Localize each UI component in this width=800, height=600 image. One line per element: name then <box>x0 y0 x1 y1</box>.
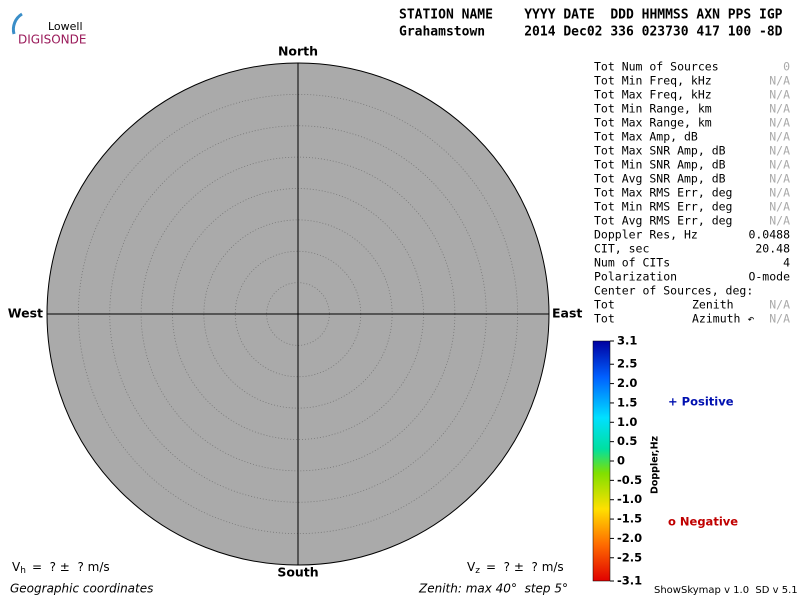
stat-middle: Zenith <box>692 298 734 312</box>
version-note: ShowSkymap v 1.0 SD v 5.1 <box>654 585 798 596</box>
stat-value: N/A <box>769 74 790 88</box>
stat-value: 20.48 <box>755 242 790 256</box>
colorbar-tick-label: 2.0 <box>617 376 637 390</box>
stat-value: 0 <box>783 60 790 74</box>
vh-value: = ? ± ? m/s <box>32 560 110 574</box>
stat-label: Tot Num of Sources <box>594 60 719 74</box>
stat-label: Polarization <box>594 270 677 284</box>
header-labels: STATION NAME YYYY DATE DDD HHMMSS AXN PP… <box>399 8 783 23</box>
colorbar-tick-label: 3.1 <box>617 334 637 348</box>
stat-label: Num of CITs <box>594 256 670 270</box>
stat-label: Tot Max Freq, kHz <box>594 88 712 102</box>
stat-label: Tot Min SNR Amp, dB <box>594 158 726 172</box>
stat-value: N/A <box>769 172 790 186</box>
vz-text: Vz = ? ± ? m/s <box>467 560 564 576</box>
stat-value: N/A <box>769 102 790 116</box>
stat-label: Tot Max Range, km <box>594 116 712 130</box>
header-values: Grahamstown 2014 Dec02 336 023730 417 10… <box>399 25 783 40</box>
stat-label: Tot Min Freq, kHz <box>594 74 712 88</box>
logo-arc <box>11 12 23 35</box>
stat-value: N/A <box>769 186 790 200</box>
north-label: North <box>278 44 318 59</box>
stat-value: N/A <box>769 130 790 144</box>
colorbar <box>592 340 611 582</box>
stat-label: Tot <box>594 298 615 312</box>
colorbar-ticks: 3.1 2.5 2.0 1.5 1.0 0.5 0 -0.5 -1.0 -1.5 -2.0 -2.5 -… <box>610 334 642 588</box>
colorbar-tick-label: -0.5 <box>617 473 642 487</box>
colorbar-tick-label: -1.0 <box>617 492 642 506</box>
stats-table: Tot Num of Sources 0 Tot Min Freq, kHz N/A T… <box>594 60 790 326</box>
stat-label: CIT, sec <box>594 242 649 256</box>
vh-sub: h <box>20 566 26 576</box>
logo: Lowell DIGISONDE <box>11 12 86 47</box>
stat-label: Doppler Res, Hz <box>594 228 698 242</box>
stat-value: N/A <box>769 144 790 158</box>
stat-label: Tot Max SNR Amp, dB <box>594 144 726 158</box>
stat-label: Tot Min RMS Err, deg <box>594 200 732 214</box>
stat-label: Tot Min Range, km <box>594 102 712 116</box>
stat-value: N/A <box>769 312 790 326</box>
colorbar-title: Doppler,Hz <box>650 435 661 494</box>
stat-value: N/A <box>769 158 790 172</box>
stat-value: N/A <box>769 88 790 102</box>
colorbar-tick-label: 2.5 <box>617 357 637 371</box>
coords-note: Geographic coordinates <box>10 582 153 596</box>
stat-value: 4 <box>783 256 790 270</box>
stat-label: Tot <box>594 312 615 326</box>
stat-value: 0.0488 <box>748 228 790 242</box>
stat-value: N/A <box>769 116 790 130</box>
stat-label: Center of Sources, deg: <box>594 284 753 298</box>
legend-negative: o Negative <box>668 515 738 529</box>
legend-positive: + Positive <box>668 395 734 409</box>
logo-top: Lowell <box>48 20 83 33</box>
zenith-note: Zenith: max 40° step 5° <box>418 582 568 596</box>
vz-value: = ? ± ? m/s <box>486 560 564 574</box>
colorbar-tick-label: -1.5 <box>617 512 642 526</box>
west-label: West <box>8 306 43 321</box>
vh-symbol: V <box>12 560 21 574</box>
colorbar-tick-label: -2.0 <box>617 531 642 545</box>
east-label: East <box>552 306 582 321</box>
stat-label: Tot Avg RMS Err, deg <box>594 214 732 228</box>
stat-label: Tot Avg SNR Amp, dB <box>594 172 726 186</box>
stat-label: Tot Max Amp, dB <box>594 130 698 144</box>
colorbar-tick-label: -3.1 <box>617 574 642 588</box>
stat-value: N/A <box>769 298 790 312</box>
colorbar-tick-label: 0 <box>617 454 625 468</box>
colorbar-tick-label: 1.5 <box>617 395 637 409</box>
stat-middle: Azimuth ↶ <box>692 312 754 326</box>
vz-symbol: V <box>467 560 476 574</box>
colorbar-tick-label: 1.0 <box>617 415 637 429</box>
colorbar-tick-label: -2.5 <box>617 550 642 564</box>
stat-value: O-mode <box>748 270 790 284</box>
colorbar-tick-label: 0.5 <box>617 434 637 448</box>
stat-label: Tot Max RMS Err, deg <box>594 186 732 200</box>
logo-bottom: DIGISONDE <box>18 33 86 47</box>
vh-text: Vh = ? ± ? m/s <box>12 560 110 576</box>
stat-value: N/A <box>769 200 790 214</box>
vz-sub: z <box>475 566 480 576</box>
stat-value: N/A <box>769 214 790 228</box>
south-label: South <box>277 565 318 580</box>
